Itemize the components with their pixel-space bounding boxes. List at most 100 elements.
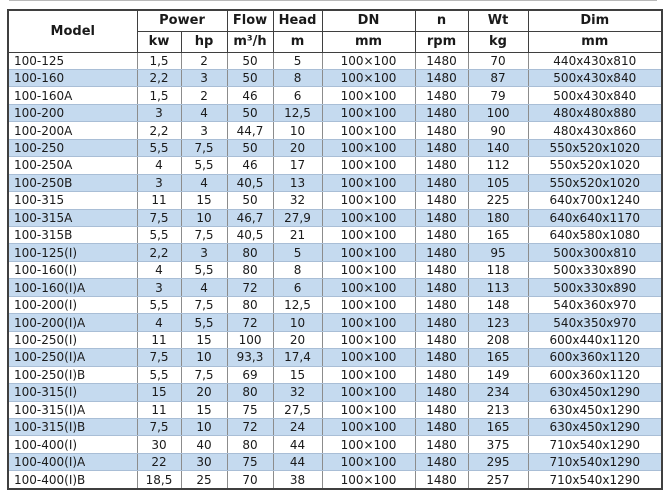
power-kw-cell: 11 bbox=[136, 400, 182, 420]
head-cell: 24 bbox=[272, 418, 323, 437]
power-kw-cell: 4 bbox=[136, 260, 182, 280]
head-cell: 17 bbox=[272, 156, 323, 175]
power-hp-cell: 7,5 bbox=[180, 365, 228, 385]
power-hp-cell: 5,5 bbox=[180, 156, 228, 175]
dim-cell: 640x580x1080 bbox=[527, 226, 663, 245]
col-header-head-unit: m bbox=[272, 30, 323, 53]
power-hp-cell: 7,5 bbox=[180, 295, 228, 315]
table-row: 100-200 3 4 50 12,5 100×100 1480 100 480x480x880 bbox=[7, 103, 663, 123]
model-cell: 100-200A bbox=[7, 121, 138, 140]
dim-cell: 550x520x1020 bbox=[527, 138, 663, 158]
wt-cell: 165 bbox=[467, 348, 529, 367]
model-cell: 100-315(I)B bbox=[7, 418, 138, 437]
col-header-dn-unit: mm bbox=[321, 30, 416, 53]
power-hp-cell: 20 bbox=[180, 383, 228, 402]
flow-cell: 72 bbox=[226, 313, 274, 332]
power-kw-cell: 30 bbox=[136, 435, 182, 454]
dn-cell: 100×100 bbox=[321, 156, 416, 175]
flow-cell: 69 bbox=[226, 365, 274, 385]
col-header-dim-unit: mm bbox=[527, 30, 663, 53]
power-kw-cell: 11 bbox=[136, 191, 182, 210]
model-cell: 100-250(I) bbox=[7, 330, 138, 350]
n-cell: 1480 bbox=[414, 103, 469, 123]
flow-cell: 100 bbox=[226, 330, 274, 350]
dn-cell: 100×100 bbox=[321, 330, 416, 350]
col-header-n: n bbox=[414, 9, 469, 32]
power-kw-cell: 4 bbox=[136, 313, 182, 332]
table-header: Model Power Flow Head DN n Wt Dim kw hp … bbox=[7, 9, 663, 53]
flow-cell: 80 bbox=[226, 295, 274, 315]
wt-cell: 165 bbox=[467, 418, 529, 437]
table-row: 100-160 2,2 3 50 8 100×100 1480 87 500x430x840 bbox=[7, 68, 663, 88]
head-cell: 44 bbox=[272, 452, 323, 472]
model-cell: 100-315A bbox=[7, 208, 138, 228]
dn-cell: 100×100 bbox=[321, 400, 416, 420]
top-divider bbox=[9, 0, 657, 1]
table-row: 100-160(I)A 3 4 72 6 100×100 1480 113 500x330x89… bbox=[7, 278, 663, 297]
dim-cell: 440x430x810 bbox=[527, 51, 663, 70]
n-cell: 1480 bbox=[414, 365, 469, 385]
power-hp-cell: 15 bbox=[180, 330, 228, 350]
col-header-dn: DN bbox=[321, 9, 416, 32]
model-cell: 100-160(I) bbox=[7, 260, 138, 280]
model-cell: 100-400(I)B bbox=[7, 470, 138, 490]
table-row: 100-400(I)A 22 30 75 44 100×100 1480 295 710x540… bbox=[7, 452, 663, 472]
power-hp-cell: 5,5 bbox=[180, 260, 228, 280]
wt-cell: 165 bbox=[467, 226, 529, 245]
wt-cell: 87 bbox=[467, 68, 529, 88]
flow-cell: 93,3 bbox=[226, 348, 274, 367]
dn-cell: 100×100 bbox=[321, 383, 416, 402]
table-row: 100-250(I)A 7,5 10 93,3 17,4 100×100 1480 165 60… bbox=[7, 348, 663, 367]
dn-cell: 100×100 bbox=[321, 138, 416, 158]
flow-cell: 44,7 bbox=[226, 121, 274, 140]
wt-cell: 295 bbox=[467, 452, 529, 472]
wt-cell: 79 bbox=[467, 86, 529, 105]
wt-cell: 225 bbox=[467, 191, 529, 210]
power-hp-cell: 10 bbox=[180, 348, 228, 367]
head-cell: 5 bbox=[272, 51, 323, 70]
head-cell: 27,5 bbox=[272, 400, 323, 420]
flow-cell: 46 bbox=[226, 86, 274, 105]
col-header-kw: kw bbox=[136, 30, 182, 53]
n-cell: 1480 bbox=[414, 295, 469, 315]
n-cell: 1480 bbox=[414, 348, 469, 367]
flow-cell: 50 bbox=[226, 138, 274, 158]
n-cell: 1480 bbox=[414, 173, 469, 193]
model-cell: 100-400(I)A bbox=[7, 452, 138, 472]
n-cell: 1480 bbox=[414, 156, 469, 175]
wt-cell: 375 bbox=[467, 435, 529, 454]
model-cell: 100-315(I)A bbox=[7, 400, 138, 420]
head-cell: 38 bbox=[272, 470, 323, 490]
dim-cell: 630x450x1290 bbox=[527, 383, 663, 402]
flow-cell: 46 bbox=[226, 156, 274, 175]
power-hp-cell: 15 bbox=[180, 191, 228, 210]
power-hp-cell: 2 bbox=[180, 51, 228, 70]
header-row-titles: Model Power Flow Head DN n Wt Dim bbox=[7, 9, 663, 53]
power-kw-cell: 7,5 bbox=[136, 418, 182, 437]
model-cell: 100-200 bbox=[7, 103, 138, 123]
n-cell: 1480 bbox=[414, 278, 469, 297]
power-kw-cell: 2,2 bbox=[136, 68, 182, 88]
flow-cell: 46,7 bbox=[226, 208, 274, 228]
dim-cell: 540x350x970 bbox=[527, 313, 663, 332]
dim-cell: 600x360x1120 bbox=[527, 348, 663, 367]
col-header-hp: hp bbox=[180, 30, 228, 53]
power-kw-cell: 7,5 bbox=[136, 208, 182, 228]
table-row: 100-315(I) 15 20 80 32 100×100 1480 234 630x450x… bbox=[7, 383, 663, 402]
power-kw-cell: 3 bbox=[136, 103, 182, 123]
head-cell: 5 bbox=[272, 243, 323, 262]
wt-cell: 112 bbox=[467, 156, 529, 175]
col-header-power: Power bbox=[136, 9, 228, 32]
power-kw-cell: 22 bbox=[136, 452, 182, 472]
head-cell: 27,9 bbox=[272, 208, 323, 228]
n-cell: 1480 bbox=[414, 68, 469, 88]
model-cell: 100-400(I) bbox=[7, 435, 138, 454]
n-cell: 1480 bbox=[414, 138, 469, 158]
wt-cell: 148 bbox=[467, 295, 529, 315]
power-hp-cell: 40 bbox=[180, 435, 228, 454]
model-cell: 100-160 bbox=[7, 68, 138, 88]
power-kw-cell: 3 bbox=[136, 278, 182, 297]
power-hp-cell: 25 bbox=[180, 470, 228, 490]
power-kw-cell: 5,5 bbox=[136, 365, 182, 385]
